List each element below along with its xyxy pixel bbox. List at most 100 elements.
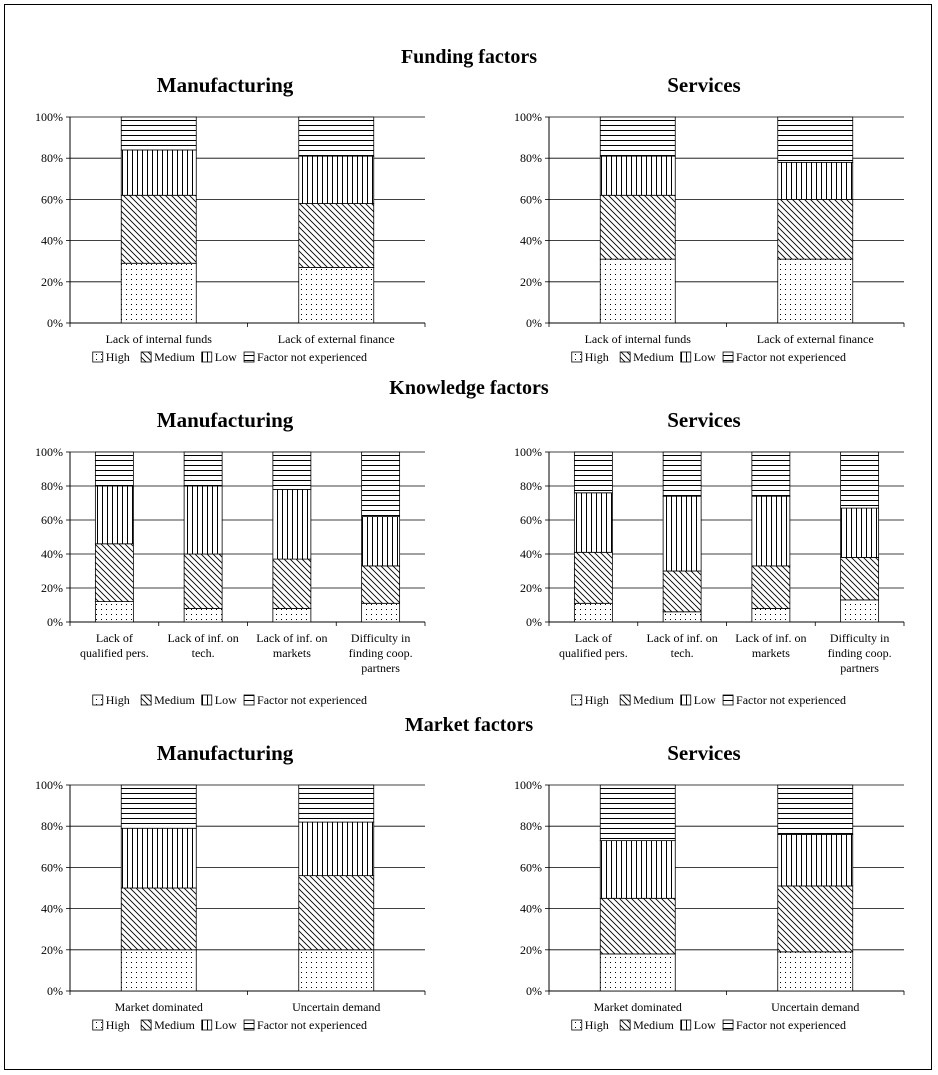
chart-title: Services bbox=[667, 741, 740, 765]
legend-label-medium: Medium bbox=[633, 693, 674, 707]
bar-segment-medium bbox=[94, 543, 134, 603]
figure-frame bbox=[4, 4, 932, 1070]
legend-label-low: Low bbox=[694, 1018, 716, 1032]
x-category-label: markets bbox=[752, 646, 790, 660]
bar-segment-high bbox=[298, 949, 375, 992]
x-category-label: qualified pers. bbox=[80, 646, 149, 660]
bar-segment-medium bbox=[183, 553, 223, 609]
bar-segment-not-experienced bbox=[599, 784, 676, 842]
x-category-label: Lack of inf. on bbox=[167, 631, 238, 645]
legend-label-high: High bbox=[106, 1018, 130, 1032]
y-tick-label: 100% bbox=[514, 445, 542, 459]
bar-segment-medium bbox=[361, 565, 401, 604]
legend-label-low: Low bbox=[694, 693, 716, 707]
bar-segment-high bbox=[183, 607, 223, 623]
bar-segment-not-experienced bbox=[599, 116, 676, 157]
chart-title: Services bbox=[667, 73, 740, 97]
y-tick-label: 20% bbox=[520, 943, 542, 957]
chart-market-manufacturing: Manufacturing 0% 20% 40% 60% 80% 100% Market do… bbox=[35, 741, 426, 1032]
legend-label-high: High bbox=[106, 350, 130, 364]
y-tick-label: 0% bbox=[47, 316, 63, 330]
legend-swatch-high bbox=[92, 351, 104, 363]
y-tick-label: 40% bbox=[41, 547, 63, 561]
y-tick-label: 20% bbox=[41, 275, 63, 289]
bar-segment-high bbox=[777, 951, 854, 992]
bar-segment-low bbox=[573, 492, 613, 553]
legend-swatch-high bbox=[92, 694, 104, 706]
bar-segment-medium bbox=[298, 203, 375, 268]
legend-label-high: High bbox=[585, 693, 609, 707]
bar-segment-low bbox=[298, 821, 375, 877]
x-category-label: Market dominated bbox=[594, 1000, 682, 1014]
y-tick-label: 40% bbox=[41, 234, 63, 248]
legend-swatch-medium bbox=[140, 1019, 152, 1031]
legend-label-low: Low bbox=[215, 350, 237, 364]
bar-segment-low bbox=[599, 155, 676, 196]
bar-segment-high bbox=[298, 266, 375, 324]
section-title-funding: Funding factors bbox=[400, 46, 538, 68]
bar-segment-not-experienced bbox=[777, 784, 854, 835]
legend-label-not-experienced: Factor not experienced bbox=[257, 693, 367, 707]
bar-segment-not-experienced bbox=[120, 784, 197, 829]
legend-label-low: Low bbox=[694, 350, 716, 364]
legend-swatch-high bbox=[571, 1019, 583, 1031]
legend-swatch-not-experienced bbox=[722, 694, 734, 706]
y-tick-label: 40% bbox=[520, 547, 542, 561]
chart-title: Manufacturing bbox=[157, 73, 294, 97]
legend-swatch-low bbox=[201, 351, 213, 363]
legend-swatch-low bbox=[201, 694, 213, 706]
x-category-label: Uncertain demand bbox=[292, 1000, 380, 1014]
chart-title: Manufacturing bbox=[157, 408, 294, 432]
bar-segment-medium bbox=[662, 570, 702, 613]
legend-swatch-not-experienced bbox=[243, 694, 255, 706]
y-tick-label: 20% bbox=[520, 275, 542, 289]
x-category-label: Uncertain demand bbox=[771, 1000, 859, 1014]
legend-label-not-experienced: Factor not experienced bbox=[736, 1018, 846, 1032]
bar-segment-not-experienced bbox=[183, 451, 223, 487]
y-tick-label: 0% bbox=[526, 984, 542, 998]
bar-segment-medium bbox=[751, 565, 791, 609]
y-tick-label: 40% bbox=[520, 234, 542, 248]
x-category-label: Lack of inf. on bbox=[256, 631, 327, 645]
legend-swatch-low bbox=[680, 1019, 692, 1031]
legend-label-high: High bbox=[106, 693, 130, 707]
x-category-label: partners bbox=[361, 661, 400, 675]
bar-segment-low bbox=[120, 827, 197, 889]
bar-segment-not-experienced bbox=[361, 451, 401, 517]
y-tick-label: 20% bbox=[41, 581, 63, 595]
legend-swatch-medium bbox=[140, 694, 152, 706]
bar-segment-low bbox=[298, 155, 375, 204]
y-tick-label: 100% bbox=[35, 110, 63, 124]
y-tick-label: 20% bbox=[520, 581, 542, 595]
x-category-label: Difficulty in bbox=[830, 631, 889, 645]
chart-knowledge-services: Services 0% 20% 40% 60% 80% 100% Lack ofqualifi… bbox=[514, 408, 905, 707]
y-tick-label: 100% bbox=[35, 445, 63, 459]
y-tick-label: 100% bbox=[35, 778, 63, 792]
bar-segment-low bbox=[751, 495, 791, 567]
x-category-label: Market dominated bbox=[115, 1000, 203, 1014]
legend-label-not-experienced: Factor not experienced bbox=[257, 350, 367, 364]
bar-segment-not-experienced bbox=[573, 451, 613, 494]
y-tick-label: 40% bbox=[520, 902, 542, 916]
legend-swatch-medium bbox=[619, 1019, 631, 1031]
bar-segment-high bbox=[777, 258, 854, 324]
y-tick-label: 80% bbox=[520, 479, 542, 493]
bar-segment-not-experienced bbox=[298, 784, 375, 823]
bar-segment-low bbox=[183, 485, 223, 555]
legend-label-medium: Medium bbox=[633, 350, 674, 364]
x-category-label: markets bbox=[273, 646, 311, 660]
bar-segment-low bbox=[777, 834, 854, 887]
bar-segment-high bbox=[573, 602, 613, 623]
chart-market-services: Services 0% 20% 40% 60% 80% 100% Market dominat… bbox=[514, 741, 905, 1032]
x-category-label: Difficulty in bbox=[351, 631, 410, 645]
y-tick-label: 0% bbox=[526, 316, 542, 330]
y-tick-label: 80% bbox=[520, 151, 542, 165]
bar-segment-medium bbox=[272, 558, 312, 609]
legend-label-medium: Medium bbox=[154, 350, 195, 364]
bar-segment-medium bbox=[298, 875, 375, 951]
legend-label-medium: Medium bbox=[154, 1018, 195, 1032]
legend-swatch-not-experienced bbox=[722, 1019, 734, 1031]
legend-label-not-experienced: Factor not experienced bbox=[257, 1018, 367, 1032]
bar-segment-low bbox=[120, 149, 197, 196]
bar-segment-high bbox=[120, 949, 197, 992]
